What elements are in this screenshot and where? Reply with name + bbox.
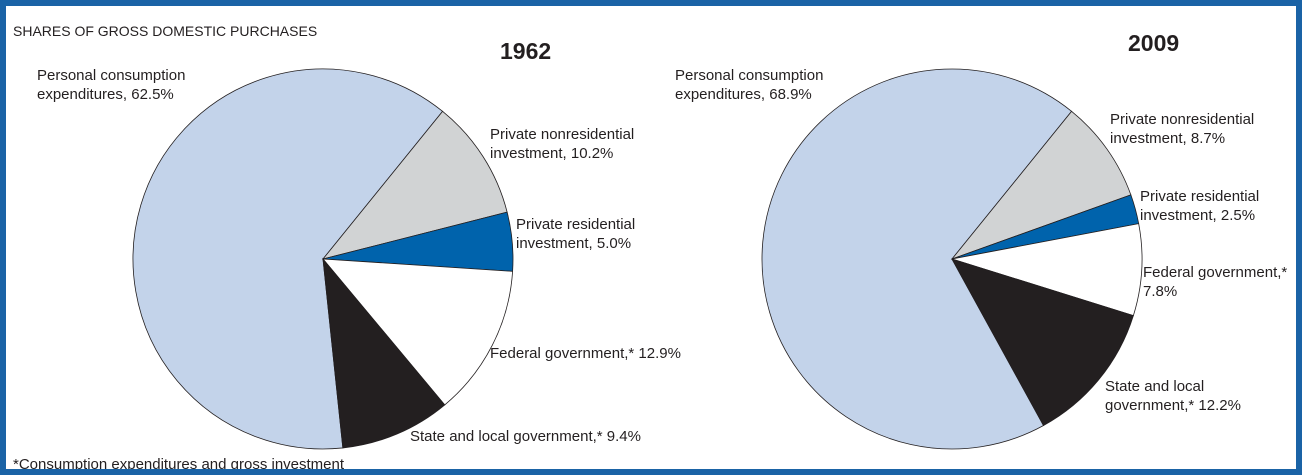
pie-title: 2009 bbox=[1128, 30, 1180, 56]
pie-title: 1962 bbox=[500, 38, 552, 64]
pie-slice bbox=[132, 68, 444, 450]
slice-label: Private nonresidential investment, 10.2% bbox=[490, 126, 635, 162]
slice-label: Federal government,* 7.8% bbox=[1143, 264, 1288, 300]
slice-label: Private nonresidential investment, 8.7% bbox=[1110, 111, 1255, 147]
slice-label: Private residential investment, 2.5% bbox=[1140, 188, 1260, 224]
slice-label: Personal consumption expenditures, 68.9% bbox=[675, 67, 824, 103]
slice-label: Private residential investment, 5.0% bbox=[516, 216, 636, 252]
main-title: SHARES OF GROSS DOMESTIC PURCHASES bbox=[13, 23, 318, 39]
slice-label: State and local government,* 9.4% bbox=[410, 428, 641, 445]
slice-label: Personal consumption expenditures, 62.5% bbox=[37, 67, 186, 103]
pie-slice bbox=[761, 68, 1073, 450]
slice-label: Federal government,* 12.9% bbox=[490, 345, 681, 362]
pie-slice bbox=[950, 110, 1132, 260]
pie-slice bbox=[322, 257, 446, 449]
footnote: *Consumption expenditures and gross inve… bbox=[13, 456, 345, 473]
pie-slice bbox=[951, 258, 1134, 427]
slice-label: State and local government,* 12.2% bbox=[1105, 378, 1241, 414]
pie-slice bbox=[951, 223, 1143, 317]
pie-slice bbox=[322, 258, 514, 406]
pie-slice bbox=[321, 110, 508, 260]
